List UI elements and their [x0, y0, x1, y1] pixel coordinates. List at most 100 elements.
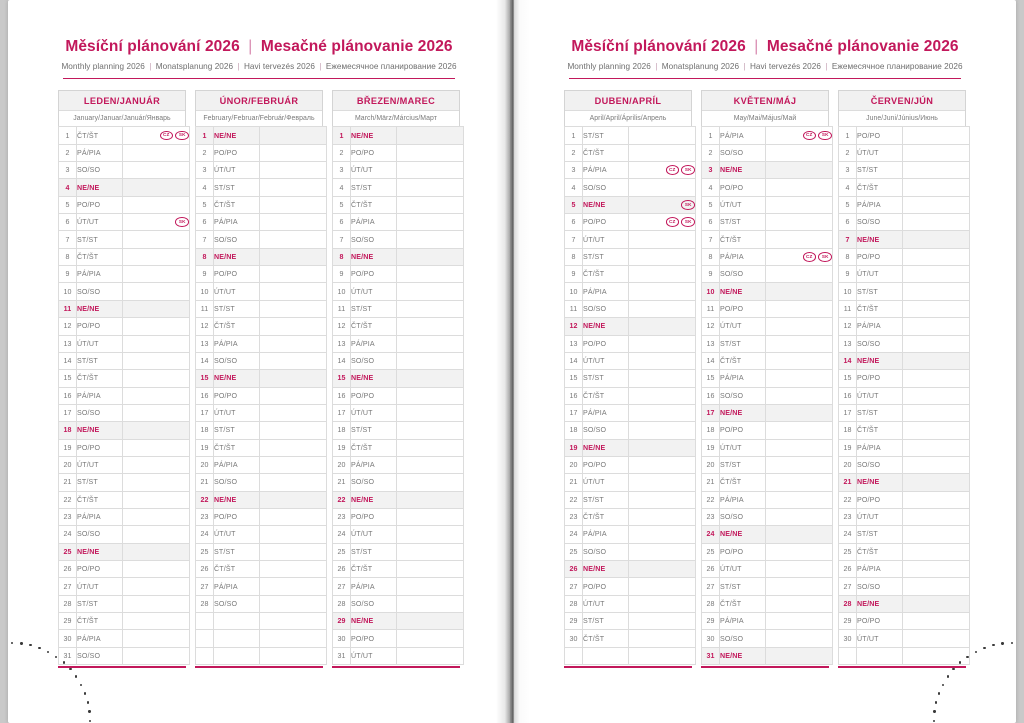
day-note-cell[interactable] — [122, 646, 190, 666]
day-note-cell[interactable] — [122, 265, 190, 284]
day-note-cell[interactable] — [259, 490, 327, 509]
day-note-cell[interactable] — [396, 161, 464, 180]
day-note-cell[interactable] — [765, 629, 833, 648]
day-note-cell[interactable] — [396, 646, 464, 666]
day-note-cell[interactable] — [259, 594, 327, 614]
day-note-cell[interactable]: CZ SK — [628, 213, 696, 232]
day-note-cell[interactable] — [122, 403, 190, 423]
day-note-cell[interactable] — [628, 559, 696, 579]
day-note-cell[interactable] — [396, 525, 464, 544]
day-note-cell[interactable] — [259, 247, 327, 267]
day-note-cell[interactable] — [765, 542, 833, 561]
day-note-cell[interactable] — [122, 507, 190, 527]
day-note-cell[interactable] — [628, 490, 696, 509]
day-note-cell[interactable] — [628, 282, 696, 301]
day-note-cell[interactable] — [628, 403, 696, 423]
day-note-cell[interactable] — [765, 299, 833, 319]
day-note-cell[interactable]: CZ SK — [765, 247, 833, 267]
day-note-cell[interactable] — [902, 403, 970, 423]
day-note-cell[interactable] — [902, 351, 970, 371]
day-note-cell[interactable] — [628, 629, 696, 648]
day-note-cell[interactable] — [122, 178, 190, 197]
day-note-cell[interactable] — [902, 161, 970, 180]
day-note-cell[interactable] — [902, 299, 970, 319]
day-note-cell[interactable] — [396, 230, 464, 249]
day-note-cell[interactable] — [396, 612, 464, 631]
day-note-cell[interactable] — [259, 143, 327, 163]
day-note-cell[interactable] — [628, 455, 696, 475]
day-note-cell[interactable] — [902, 646, 970, 666]
day-note-cell[interactable] — [765, 612, 833, 631]
day-note-cell[interactable] — [765, 455, 833, 475]
day-note-cell[interactable] — [628, 577, 696, 596]
day-note-cell[interactable] — [396, 143, 464, 163]
day-note-cell[interactable] — [902, 455, 970, 475]
day-note-cell[interactable] — [902, 195, 970, 215]
day-note-cell[interactable] — [259, 317, 327, 336]
day-note-cell[interactable] — [765, 161, 833, 180]
day-note-cell[interactable] — [628, 265, 696, 284]
day-note-cell[interactable] — [628, 594, 696, 614]
day-note-cell[interactable] — [259, 369, 327, 388]
day-note-cell[interactable] — [259, 265, 327, 284]
day-note-cell[interactable] — [396, 473, 464, 492]
day-note-cell[interactable] — [628, 334, 696, 353]
day-note-cell[interactable] — [122, 369, 190, 388]
day-note-cell[interactable] — [396, 629, 464, 648]
day-note-cell[interactable] — [259, 386, 327, 405]
day-note-cell[interactable] — [902, 490, 970, 509]
day-note-cell[interactable] — [765, 594, 833, 614]
day-note-cell[interactable]: CZ SK — [122, 126, 190, 145]
day-note-cell[interactable] — [902, 247, 970, 267]
day-note-cell[interactable] — [628, 247, 696, 267]
day-note-cell[interactable] — [902, 265, 970, 284]
day-note-cell[interactable] — [765, 646, 833, 666]
day-note-cell[interactable] — [628, 178, 696, 197]
day-note-cell[interactable] — [628, 230, 696, 249]
day-note-cell[interactable] — [259, 629, 327, 648]
day-note-cell[interactable] — [259, 195, 327, 215]
day-note-cell[interactable] — [765, 438, 833, 457]
day-note-cell[interactable] — [259, 178, 327, 197]
day-note-cell[interactable] — [122, 317, 190, 336]
day-note-cell[interactable]: SK — [628, 195, 696, 215]
day-note-cell[interactable] — [396, 421, 464, 440]
day-note-cell[interactable] — [765, 230, 833, 249]
day-note-cell[interactable] — [396, 334, 464, 353]
day-note-cell[interactable] — [765, 490, 833, 509]
day-note-cell[interactable] — [765, 213, 833, 232]
day-note-cell[interactable] — [259, 577, 327, 596]
day-note-cell[interactable] — [259, 299, 327, 319]
day-note-cell[interactable] — [902, 559, 970, 579]
day-note-cell[interactable] — [396, 126, 464, 145]
day-note-cell[interactable] — [396, 559, 464, 579]
day-note-cell[interactable] — [122, 542, 190, 561]
day-note-cell[interactable] — [122, 455, 190, 475]
day-note-cell[interactable] — [122, 282, 190, 301]
day-note-cell[interactable] — [259, 438, 327, 457]
day-note-cell[interactable] — [396, 507, 464, 527]
day-note-cell[interactable] — [259, 646, 327, 666]
day-note-cell[interactable] — [396, 577, 464, 596]
day-note-cell[interactable] — [902, 143, 970, 163]
day-note-cell[interactable] — [122, 612, 190, 631]
day-note-cell[interactable] — [122, 490, 190, 509]
day-note-cell[interactable] — [396, 213, 464, 232]
day-note-cell[interactable] — [122, 629, 190, 648]
day-note-cell[interactable] — [259, 126, 327, 145]
day-note-cell[interactable] — [396, 195, 464, 215]
day-note-cell[interactable] — [122, 594, 190, 614]
day-note-cell[interactable] — [628, 317, 696, 336]
day-note-cell[interactable] — [765, 559, 833, 579]
day-note-cell[interactable] — [259, 525, 327, 544]
day-note-cell[interactable] — [902, 473, 970, 492]
day-note-cell[interactable] — [628, 421, 696, 440]
day-note-cell[interactable] — [765, 351, 833, 371]
day-note-cell[interactable] — [122, 351, 190, 371]
day-note-cell[interactable] — [628, 386, 696, 405]
day-note-cell[interactable] — [902, 507, 970, 527]
day-note-cell[interactable] — [122, 247, 190, 267]
day-note-cell[interactable] — [396, 594, 464, 614]
day-note-cell[interactable] — [259, 542, 327, 561]
day-note-cell[interactable] — [628, 299, 696, 319]
